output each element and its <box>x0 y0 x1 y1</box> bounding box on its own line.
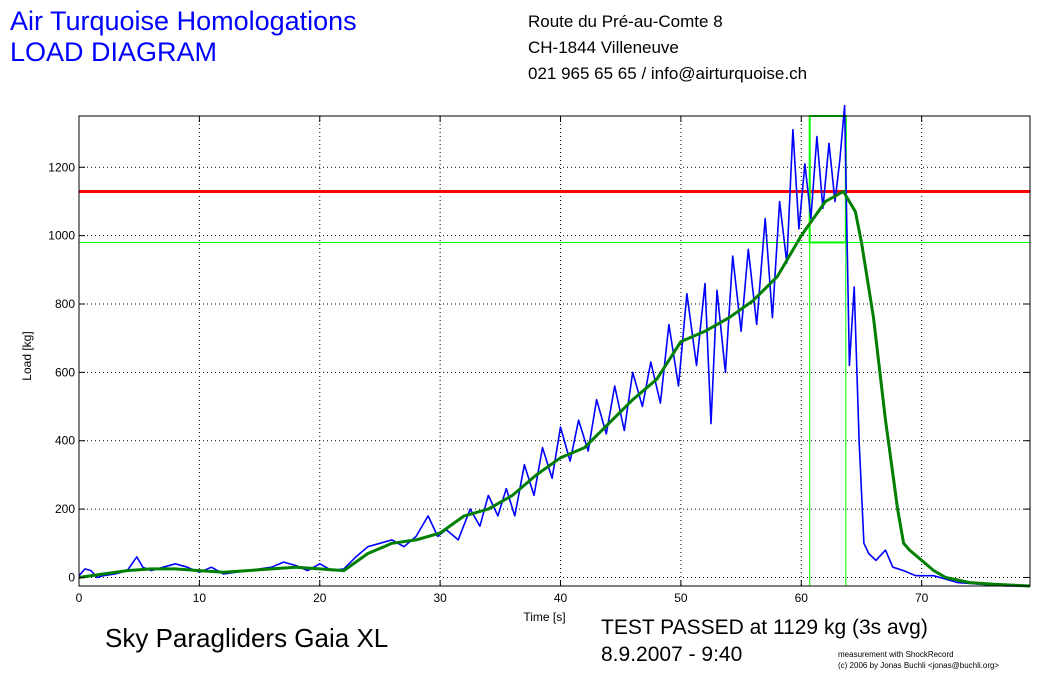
credit-line-1: measurement with ShockRecord <box>838 650 954 659</box>
x-tick-label: 50 <box>674 591 688 605</box>
reference-lines <box>79 115 1030 586</box>
credit-line-2: (c) 2006 by Jonas Buchli <jonas@buchli.o… <box>838 661 1000 670</box>
y-tick-label: 800 <box>55 297 75 311</box>
x-tick-label: 20 <box>313 591 327 605</box>
y-axis-label: Load [kg] <box>20 331 34 380</box>
test-datetime: 8.9.2007 - 9:40 <box>601 643 743 666</box>
contact-line: 021 965 65 65 / info@airturquoise.ch <box>528 64 808 83</box>
y-tick-label: 600 <box>55 365 75 379</box>
org-name: Air Turquoise Homologations <box>10 6 357 36</box>
series-lines <box>78 104 1031 588</box>
plot-frame <box>78 115 1031 587</box>
axis-ticks: 0 10 20 30 40 50 60 70 0 200 400 600 800 1000 1200 <box>48 116 1030 605</box>
x-axis-label: Time [s] <box>523 610 565 624</box>
x-tick-label: 0 <box>76 591 83 605</box>
org-heading: Air Turquoise Homologations LOAD DIAGRAM <box>10 6 357 68</box>
credit-block: measurement with ShockRecord (c) 2006 by… <box>838 649 999 671</box>
average-load-line <box>78 190 1031 588</box>
y-tick-label: 1000 <box>48 229 75 243</box>
address-line-city: CH-1844 Villeneuve <box>528 38 679 57</box>
address-line-street: Route du Pré-au-Comte 8 <box>528 12 723 31</box>
grid-lines <box>78 116 1030 586</box>
x-tick-label: 70 <box>915 591 929 605</box>
result-text: TEST PASSED at 1129 kg (3s avg) <box>601 616 928 639</box>
y-tick-label: 400 <box>55 434 75 448</box>
y-tick-label: 0 <box>68 570 75 584</box>
x-tick-label: 40 <box>554 591 568 605</box>
address-block: Route du Pré-au-Comte 8 CH-1844 Villeneu… <box>528 9 807 87</box>
diagram-title: LOAD DIAGRAM <box>10 37 218 67</box>
raw-load-line <box>78 104 1030 587</box>
y-tick-label: 1200 <box>48 160 75 174</box>
x-tick-label: 60 <box>795 591 809 605</box>
y-tick-label: 200 <box>55 502 75 516</box>
averaging-window-box <box>808 115 847 244</box>
glider-name: Sky Paragliders Gaia XL <box>105 623 389 653</box>
x-tick-label: 30 <box>433 591 447 605</box>
x-tick-label: 10 <box>193 591 207 605</box>
test-result: TEST PASSED at 1129 kg (3s avg) 8.9.2007… <box>601 614 928 668</box>
